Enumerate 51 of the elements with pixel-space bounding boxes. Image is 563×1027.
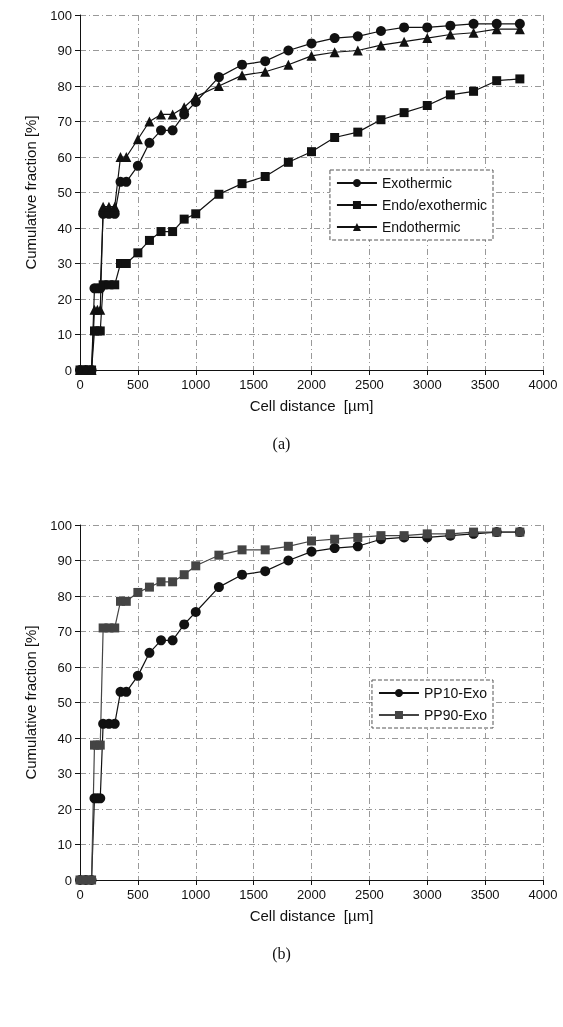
x-tick-label: 500 (127, 887, 149, 902)
y-tick-label: 80 (57, 588, 72, 604)
y-tick-label: 100 (50, 517, 72, 533)
y-tick-label: 0 (64, 872, 72, 888)
legend-label: Exothermic (381, 175, 452, 191)
legend-label: PP10-Exo (423, 685, 488, 701)
x-tick-label: 4000 (528, 887, 558, 902)
y-tick-label: 10 (57, 837, 72, 852)
x-tick-label: 1000 (181, 377, 211, 392)
y-tick-label: 20 (57, 291, 72, 307)
x-tick-label: 3500 (470, 377, 500, 392)
x-tick-label: 1500 (239, 887, 269, 902)
y-axis-title: Cumulative fraction [%] (22, 115, 39, 270)
x-tick-label: 3000 (412, 377, 442, 392)
y-tick-label: 20 (57, 801, 72, 817)
x-tick-label: 500 (127, 377, 149, 392)
x-tick-label: 3000 (412, 887, 442, 902)
x-axis-title: Cell distance [µm] (249, 397, 374, 414)
x-axis-title: Cell distance [µm] (249, 907, 374, 924)
x-tick-label: 1500 (239, 377, 269, 392)
y-tick-label: 40 (57, 730, 72, 746)
x-tick-label: 0 (76, 887, 84, 902)
text: (a) (272, 434, 291, 453)
x-tick-label: 2000 (297, 887, 326, 902)
y-axis-title: Cumulative fraction [%] (22, 625, 39, 780)
x-tick-label: 3500 (470, 887, 500, 902)
x-tick-label: 4000 (528, 377, 558, 392)
x-tick-label: 0 (76, 377, 84, 392)
x-tick-label: 2000 (297, 377, 326, 392)
y-tick-label: 30 (57, 256, 72, 271)
x-tick-label: 2500 (354, 887, 384, 902)
legend-label: Endothermic (381, 219, 461, 235)
y-tick-label: 40 (57, 220, 72, 236)
text: (b) (272, 944, 291, 963)
y-tick-label: 80 (57, 78, 72, 94)
y-tick-label: 30 (57, 766, 72, 781)
x-tick-label: 2500 (354, 377, 384, 392)
y-tick-label: 100 (50, 7, 72, 23)
y-tick-label: 50 (57, 185, 72, 200)
y-tick-label: 10 (57, 327, 72, 342)
y-tick-label: 70 (57, 114, 72, 129)
y-tick-label: 70 (57, 624, 72, 639)
y-tick-label: 50 (57, 695, 72, 710)
y-tick-label: 90 (57, 553, 72, 568)
legend-label: PP90-Exo (423, 707, 488, 723)
y-tick-label: 60 (57, 659, 72, 675)
y-tick-label: 0 (64, 362, 72, 378)
legend-label: Endo/exothermic (381, 197, 488, 213)
y-tick-label: 60 (57, 149, 72, 165)
y-tick-label: 90 (57, 43, 72, 58)
x-tick-label: 1000 (181, 887, 211, 902)
